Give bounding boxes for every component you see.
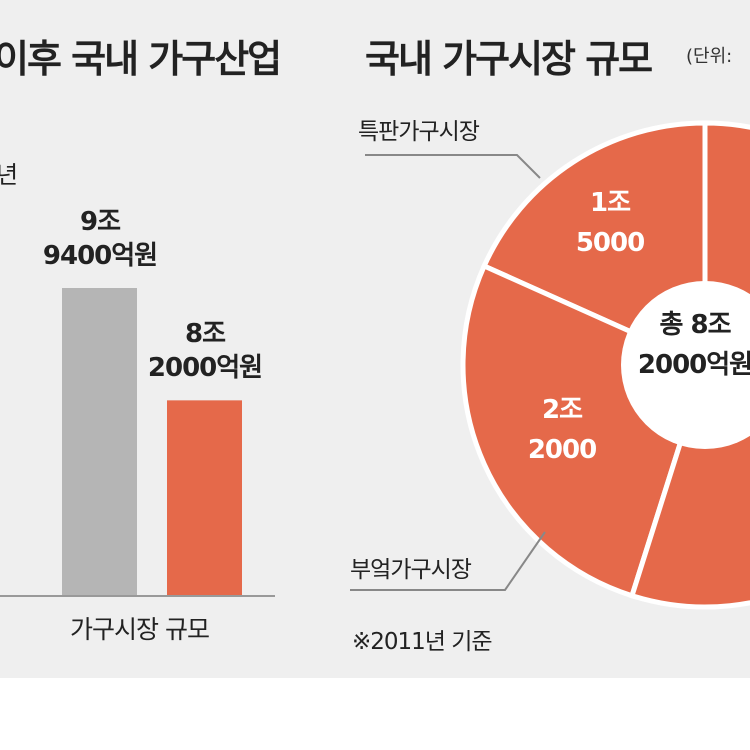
donut-slice-2 xyxy=(628,120,750,610)
donut-center-total: 총 8조 2000억원 xyxy=(637,310,750,380)
bar-1 xyxy=(167,400,242,596)
callout-line-kitchen xyxy=(350,531,546,591)
bar-data-label-1: 8조 2000억원 xyxy=(147,319,263,383)
bar-data-label-0: 9조 9400억원 xyxy=(42,207,158,271)
callout-special-furniture: 특판가구시장 xyxy=(358,119,480,145)
bar-chart-title: 이후 국내 가구산업 xyxy=(0,37,282,81)
donut-hole xyxy=(621,281,750,449)
bar-chart-subtitle: 년 xyxy=(0,161,19,189)
slice-label-kitchen: 2조 2000 xyxy=(527,395,597,465)
bar-x-axis-label: 가구시장 규모 xyxy=(70,615,210,644)
callout-kitchen-furniture: 부엌가구시장 xyxy=(350,557,472,583)
bar-0 xyxy=(62,288,137,596)
pie-chart-title: 국내 가구시장 규모 xyxy=(365,37,653,81)
pie-unit-label: (단위: xyxy=(686,46,733,67)
slice-label-special: 1조 5000 xyxy=(575,188,645,258)
callout-line-special xyxy=(365,154,541,179)
footnote: ※2011년 기준 xyxy=(352,629,493,655)
